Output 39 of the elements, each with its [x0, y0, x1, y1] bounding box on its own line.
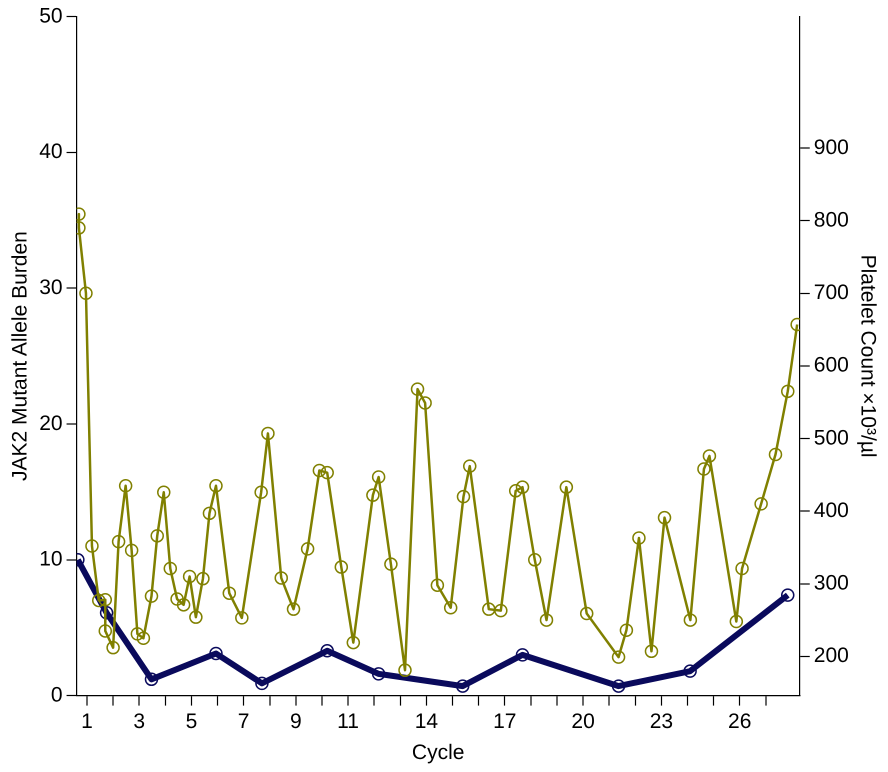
- x-tick-label: 20: [571, 710, 595, 733]
- x-tick-label: 3: [133, 710, 146, 733]
- x-axis-title: Cycle: [412, 741, 464, 764]
- point: [100, 606, 114, 620]
- x-tick-label: 17: [493, 710, 516, 733]
- x-tick-label: 26: [728, 710, 752, 733]
- x-tick-label: 11: [337, 710, 359, 733]
- y2-tick-label: 400: [814, 498, 849, 522]
- point: [320, 644, 334, 658]
- y-axis-title: JAK2 Mutant Allele Burden: [8, 231, 32, 482]
- point: [456, 679, 470, 693]
- point: [144, 672, 158, 686]
- x-tick-label: 5: [186, 710, 198, 733]
- x-tick-label: 23: [650, 710, 674, 733]
- point: [255, 676, 269, 690]
- y-tick-label: 30: [39, 276, 63, 299]
- x-tick-label: 1: [81, 710, 93, 733]
- point: [683, 664, 697, 678]
- y-tick-label: 20: [39, 412, 63, 435]
- y2-tick-label: 500: [814, 426, 849, 450]
- y2-tick-label: 900: [814, 136, 849, 159]
- y2-tick-label: 800: [814, 208, 849, 232]
- point: [516, 648, 530, 662]
- point: [209, 646, 223, 660]
- y-tick-label: 40: [39, 140, 63, 164]
- point: [612, 679, 626, 693]
- x-tick-label: 14: [414, 710, 438, 733]
- y2-tick-label: 300: [814, 572, 849, 595]
- y2-tick-label: 700: [814, 281, 849, 304]
- point: [372, 667, 386, 681]
- y2-tick-label: 200: [814, 644, 849, 668]
- point: [781, 588, 795, 602]
- y-tick-label: 0: [50, 683, 63, 706]
- y-tick-label: 10: [39, 548, 63, 571]
- y-tick-label: 50: [39, 4, 63, 28]
- x-tick-label: 9: [290, 710, 302, 733]
- x-tick-label: 7: [238, 710, 250, 733]
- y2-tick-label: 600: [814, 354, 849, 377]
- y2-axis-title: Platelet Count ×10³/µl: [856, 254, 880, 458]
